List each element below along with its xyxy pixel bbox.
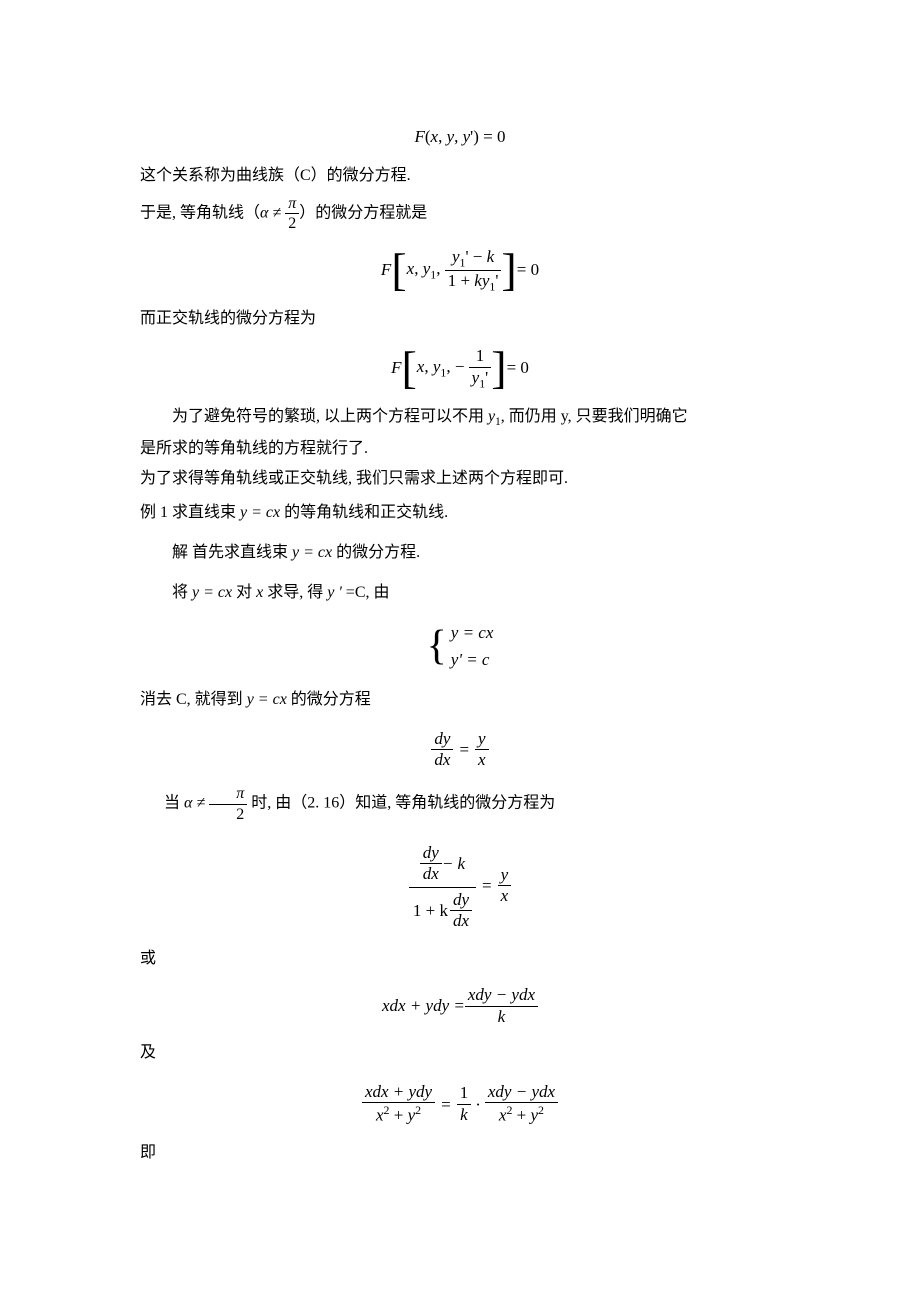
text: 为了避免符号的繁琐, 以上两个方程可以不用: [172, 408, 488, 425]
text: 解 首先求直线束: [172, 544, 292, 561]
y: y: [475, 729, 489, 750]
text: 于是, 等角轨线（: [140, 204, 260, 221]
equation-2: F [ x, y1, y1' − k 1 + ky1' ] = 0: [140, 247, 780, 293]
pi: π: [209, 784, 247, 804]
solution-line-1: 解 首先求直线束 y = cx 的微分方程.: [140, 541, 780, 565]
y-prime: y ': [327, 584, 346, 601]
dy: dy: [450, 890, 472, 911]
paragraph-1: 这个关系称为曲线族（C）的微分方程.: [140, 164, 780, 188]
x: x: [475, 750, 489, 770]
text: , 而仍用 y, 只要我们明确它: [501, 408, 688, 425]
dx: dx: [450, 911, 472, 931]
paragraph-11: 当 α ≠ π2 时, 由（2. 16）知道, 等角轨线的微分方程为: [140, 784, 780, 823]
equation-4: dydx = yx: [140, 726, 780, 771]
y-eq-cx: y = cx: [192, 584, 232, 601]
text: 的微分方程: [287, 691, 371, 708]
equation-1: F(x, y, y') = 0: [140, 124, 780, 150]
y: y: [498, 865, 512, 886]
y-eq-cx: y = cx: [240, 504, 280, 521]
text: ）的微分方程就是: [299, 204, 427, 221]
line2: y' = c: [451, 650, 490, 669]
paragraph-3: 而正交轨线的微分方程为: [140, 307, 780, 331]
paragraph-ie: 即: [140, 1141, 780, 1165]
text: 消去 C, 就得到: [140, 691, 247, 708]
text: 时, 由（2. 16）知道, 等角轨线的微分方程为: [247, 795, 555, 812]
paragraph-5: 是所求的等角轨线的方程就行了.: [140, 437, 780, 461]
y-eq-cx: y = cx: [292, 544, 332, 561]
two: 2: [209, 805, 247, 824]
two: 2: [285, 214, 299, 233]
example-1: 例 1 求直线束 y = cx 的等角轨线和正交轨线.: [140, 501, 780, 525]
solution-line-2: 将 y = cx 对 x 求导, 得 y ' =C, 由: [140, 581, 780, 605]
x: x: [498, 886, 512, 906]
k: k: [457, 1105, 472, 1125]
text: 的等角轨线和正交轨线.: [280, 504, 448, 521]
line1: y = cx: [451, 623, 494, 642]
text: 求导, 得: [263, 584, 327, 601]
text: 将: [172, 584, 192, 601]
equation-3: F [ x, y1, − 1 y1' ] = 0: [140, 345, 780, 391]
dx: dx: [431, 750, 453, 770]
one-plus-k: 1 + k: [413, 898, 448, 924]
xy1: x, y: [407, 259, 431, 278]
paragraph-4: 为了避免符号的繁琐, 以上两个方程可以不用 y1, 而仍用 y, 只要我们明确它: [140, 405, 780, 431]
text: 例 1 求直线束: [140, 504, 240, 521]
equation-system: { y = cx y' = c: [140, 619, 780, 673]
one: 1: [457, 1083, 472, 1104]
text: 对: [232, 584, 256, 601]
text: 当: [164, 795, 184, 812]
y-eq-cx: y = cx: [247, 691, 287, 708]
eq-zero: = 0: [517, 257, 539, 283]
minus-k: − k: [442, 851, 465, 877]
dy: dy: [420, 843, 442, 864]
den: k: [465, 1007, 538, 1027]
F: F: [391, 355, 401, 381]
paragraph-or: 或: [140, 947, 780, 971]
equation-7: xdx + ydyx2 + y2 = 1k · xdy − ydxx2 + y2: [140, 1079, 780, 1126]
paragraph-6: 为了求得等角轨线或正交轨线, 我们只需求上述两个方程即可.: [140, 467, 780, 491]
num: xdy − ydx: [465, 985, 538, 1006]
rnum: xdy − ydx: [485, 1082, 558, 1103]
alpha-ne: α ≠: [260, 204, 285, 221]
eq-zero: = 0: [507, 355, 529, 381]
equation-5: dydx − k 1 + k dydx = yx: [140, 838, 780, 934]
dy: dy: [431, 729, 453, 750]
dx: dx: [420, 864, 442, 884]
lhs: xdx + ydy =: [382, 993, 465, 1019]
paragraph-10: 消去 C, 就得到 y = cx 的微分方程: [140, 688, 780, 712]
alpha-ne: α ≠: [184, 795, 209, 812]
pi: π: [285, 194, 299, 214]
paragraph-2: 于是, 等角轨线（α ≠ π2）的微分方程就是: [140, 194, 780, 233]
one: 1: [469, 346, 492, 367]
lnum: xdx + ydy: [362, 1082, 435, 1103]
equation-6: xdx + ydy = xdy − ydxk: [140, 985, 780, 1027]
paragraph-and: 及: [140, 1041, 780, 1065]
F: F: [381, 257, 391, 283]
text: =C, 由: [346, 584, 390, 601]
text: 的微分方程.: [332, 544, 420, 561]
neg: , −: [446, 357, 464, 376]
